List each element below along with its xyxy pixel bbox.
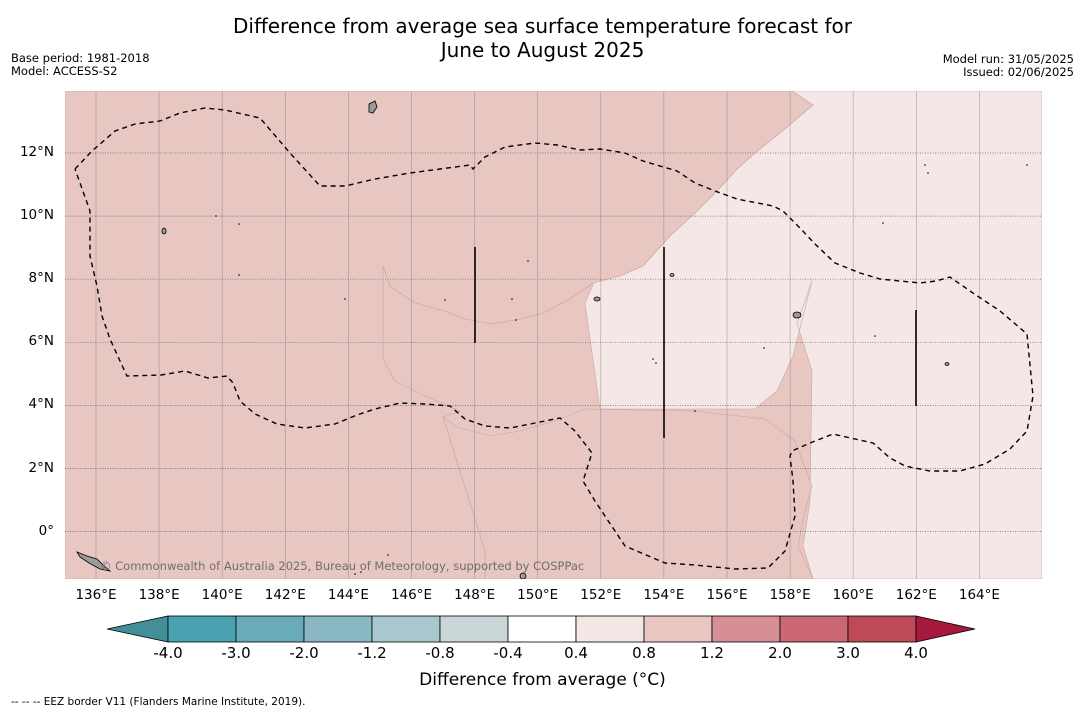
region-0-8-1-2-north xyxy=(65,91,814,579)
island-dot xyxy=(238,223,240,225)
lon-tick-label: 160°E xyxy=(832,587,874,603)
lon-tick-label: 138°E xyxy=(138,587,180,603)
lat-tick-label: 2°N xyxy=(28,459,54,476)
lat-tick-label: 12°N xyxy=(19,144,54,160)
meta-right: Model run: 31/05/2025 Issued: 02/06/2025 xyxy=(943,53,1074,79)
colorbar-segment xyxy=(847,615,917,643)
island-small-1 xyxy=(161,227,167,235)
colorbar-segment xyxy=(371,615,441,643)
colorbar-tick-label: -0.4 xyxy=(493,644,523,662)
chart-title: Difference from average sea surface temp… xyxy=(0,14,1085,62)
island-dot xyxy=(882,222,884,224)
colorbar xyxy=(107,615,976,643)
colorbar-tick-label: 3.0 xyxy=(836,644,860,662)
map-grid xyxy=(65,91,1042,579)
island-dot xyxy=(874,335,876,337)
island-dot xyxy=(694,410,696,412)
colorbar-segment xyxy=(235,615,305,643)
issued-date: Issued: 02/06/2025 xyxy=(963,65,1074,79)
colorbar-extend-low xyxy=(107,615,169,643)
island-dot xyxy=(360,571,362,573)
base-period: Base period: 1981-2018 xyxy=(11,51,150,65)
island-chuuk xyxy=(792,311,802,319)
island-dot xyxy=(652,358,654,360)
colorbar-tick-label: 4.0 xyxy=(904,644,928,662)
title-line-2: June to August 2025 xyxy=(440,38,645,62)
lon-tick-label: 140°E xyxy=(201,587,243,603)
island-dot xyxy=(924,164,926,166)
title-line-1: Difference from average sea surface temp… xyxy=(232,14,852,38)
lon-tick-label: 164°E xyxy=(958,587,1000,603)
colorbar-tick-label: -2.0 xyxy=(289,644,319,662)
lon-tick-label: 158°E xyxy=(769,587,811,603)
island-dots xyxy=(215,164,1028,575)
island-dot xyxy=(444,299,446,301)
island-dot xyxy=(215,215,217,217)
island-dot xyxy=(927,172,929,174)
region-0-8-1-2-south xyxy=(442,408,814,579)
island-dot xyxy=(354,573,356,575)
colorbar-tick-label: 0.8 xyxy=(632,644,656,662)
island-small-3 xyxy=(669,273,675,277)
colorbar-tick-label: 2.0 xyxy=(768,644,792,662)
eez-footnote: -- -- -- EEZ border V11 (Flanders Marine… xyxy=(11,696,306,708)
island-dot xyxy=(763,347,765,349)
eez-borders xyxy=(74,107,1034,570)
island-dot xyxy=(238,274,240,276)
maritime-boundaries xyxy=(474,247,917,438)
colorbar-extend-high xyxy=(915,615,976,643)
lon-tick-label: 162°E xyxy=(895,587,937,603)
island-dot xyxy=(515,319,517,321)
colorbar-tick-label: -0.8 xyxy=(425,644,455,662)
lat-tick-label: 6°N xyxy=(28,333,54,350)
island-small-4 xyxy=(944,362,950,366)
lon-tick-label: 142°E xyxy=(264,587,306,603)
lon-tick-label: 148°E xyxy=(454,587,496,603)
lon-tick-label: 154°E xyxy=(643,587,685,603)
colorbar-segment xyxy=(711,615,781,643)
colorbar-segment xyxy=(439,615,509,643)
eez-border-palau-fsm-west xyxy=(74,107,1034,570)
colorbar-segment xyxy=(303,615,373,643)
lon-tick-label: 156°E xyxy=(706,587,748,603)
colorbar-tick-label: 0.4 xyxy=(564,644,588,662)
island-dot xyxy=(655,362,657,364)
colorbar-tick-label: -3.0 xyxy=(221,644,251,662)
lon-tick-label: 146°E xyxy=(390,587,433,603)
island-dot xyxy=(511,298,513,300)
lat-tick-label: 10°N xyxy=(19,207,54,224)
model-run: Model run: 31/05/2025 xyxy=(942,52,1074,66)
lon-tick-label: 150°E xyxy=(517,587,559,603)
model-name: Model: ACCESS-S2 xyxy=(11,64,118,78)
colorbar-segment xyxy=(779,615,849,643)
colorbar-segment xyxy=(643,615,713,643)
island-small-5 xyxy=(519,572,527,579)
lon-tick-label: 144°E xyxy=(327,587,369,603)
islands xyxy=(76,100,950,579)
colorbar-segment xyxy=(575,615,645,643)
colorbar-segment xyxy=(167,615,237,643)
colorbar-label: Difference from average (°C) xyxy=(419,670,666,690)
island-dot xyxy=(387,554,389,556)
lat-tick-label: 4°N xyxy=(28,396,54,413)
colorbar-segment xyxy=(507,615,577,643)
colorbar-tick-label: -1.2 xyxy=(357,644,387,662)
colorbar-tick-label: -4.0 xyxy=(153,644,183,662)
island-dot xyxy=(344,298,346,300)
island-dot xyxy=(527,260,529,262)
lon-tick-label: 152°E xyxy=(580,587,622,603)
map-credit: © Commonwealth of Australia 2025, Bureau… xyxy=(100,559,585,573)
lat-tick-label: 0° xyxy=(38,522,54,539)
island-small-2 xyxy=(593,296,601,302)
sst-anomaly-map xyxy=(65,91,1042,579)
meta-left: Base period: 1981-2018 Model: ACCESS-S2 xyxy=(11,52,150,78)
island-guam xyxy=(368,100,378,114)
colorbar-tick-label: 1.2 xyxy=(700,644,724,662)
lat-tick-label: 8°N xyxy=(28,270,54,287)
lon-tick-label: 136°E xyxy=(75,587,117,603)
island-new-guinea xyxy=(76,551,112,572)
island-dot xyxy=(1026,164,1028,166)
